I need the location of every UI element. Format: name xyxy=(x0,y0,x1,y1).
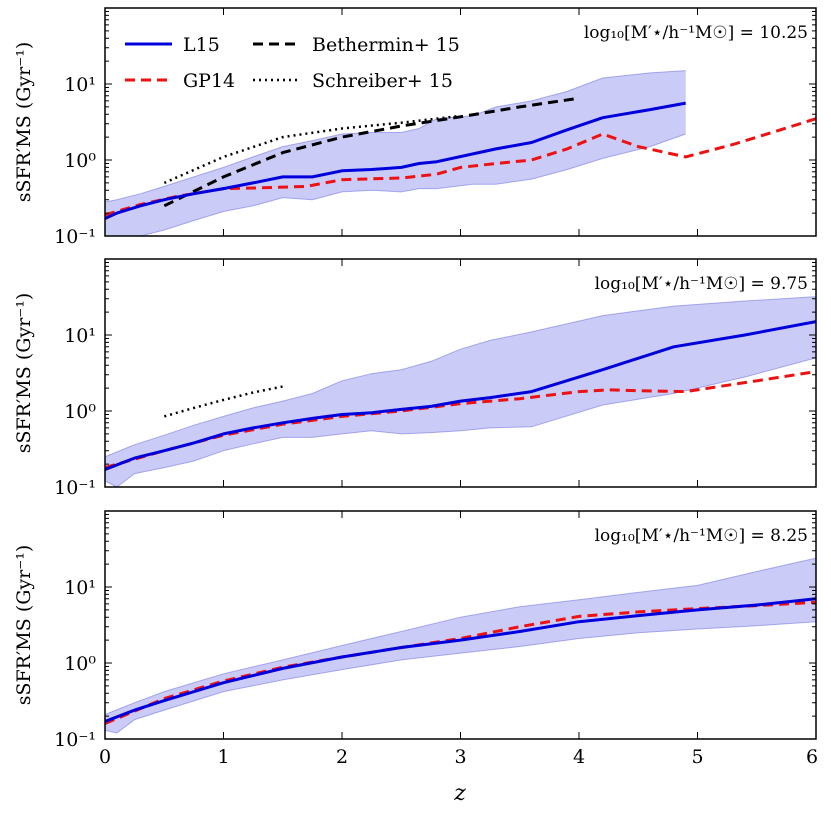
panel-middle-ylabel: sSFR′MS (Gyr⁻¹) xyxy=(13,293,35,454)
panel-top-band xyxy=(105,70,686,236)
panel-top-bethermin-line xyxy=(163,96,580,208)
legend-bethermin-label: Bethermin+ 15 xyxy=(312,34,460,56)
panel-middle-band-upper-edge xyxy=(105,296,816,458)
panel-middle-ytick-1: 10⁰ xyxy=(64,401,96,423)
panel-bottom-l15-line xyxy=(105,597,816,723)
panel-bottom-annotation: log₁₀[M′⋆/h⁻¹M☉] = 8.25 xyxy=(595,526,808,546)
panel-middle-plot xyxy=(105,296,816,487)
xtick-3: 3 xyxy=(454,746,466,768)
panel-top-frame xyxy=(104,7,817,237)
panel-top-l15-line xyxy=(105,101,686,220)
panel-middle-band-lower-edge xyxy=(105,357,816,487)
panel-middle-ytick-0: 10⁻¹ xyxy=(54,477,96,499)
panel-bottom-ytick-0: 10⁻¹ xyxy=(54,729,96,751)
legend-gp14-label: GP14 xyxy=(183,70,235,92)
xtick-1: 1 xyxy=(217,746,229,768)
xtick-4: 4 xyxy=(573,746,585,768)
legend-schreiber-label: Schreiber+ 15 xyxy=(312,70,453,92)
xtick-0: 0 xyxy=(99,746,111,768)
panel-middle-ytick-2: 10¹ xyxy=(64,325,96,347)
panel-top-ylabel: sSFR′MS (Gyr⁻¹) xyxy=(13,42,35,203)
panel-bottom-band-lower-edge xyxy=(105,621,816,734)
panel-top-plot xyxy=(105,70,816,236)
panel-bottom-frame xyxy=(104,510,817,740)
legend: L15 GP14 Bethermin+ 15 Schreiber+ 15 xyxy=(125,34,460,92)
panel-top: 10⁻¹ 10⁰ 10¹ sSFR′MS (Gyr⁻¹) log₁₀[M′⋆/h… xyxy=(13,7,817,248)
panel-middle-annotation: log₁₀[M′⋆/h⁻¹M☉] = 9.75 xyxy=(595,274,808,294)
panel-top-band-upper-edge xyxy=(105,70,686,203)
legend-l15-label: L15 xyxy=(183,34,220,56)
xtick-5: 5 xyxy=(691,746,703,768)
panel-top-band-lower-edge xyxy=(137,133,686,236)
panel-middle: 10⁻¹ 10⁰ 10¹ sSFR′MS (Gyr⁻¹) log₁₀[M′⋆/h… xyxy=(13,258,817,499)
x-axis-label: z xyxy=(453,781,466,806)
panel-bottom: 10⁻¹ 10⁰ 10¹ sSFR′MS (Gyr⁻¹) log₁₀[M′⋆/h… xyxy=(13,510,818,806)
panel-bottom-ylabel: sSFR′MS (Gyr⁻¹) xyxy=(13,545,35,706)
panel-bottom-plot xyxy=(105,557,816,734)
panel-bottom-band-upper-edge xyxy=(105,557,816,715)
panel-middle-frame xyxy=(104,258,817,488)
panel-top-schreiber-line xyxy=(163,114,461,185)
panel-top-ytick-2: 10¹ xyxy=(64,74,96,96)
panel-bottom-ytick-1: 10⁰ xyxy=(64,653,96,675)
panel-bottom-band xyxy=(105,558,816,733)
panel-middle-band xyxy=(105,296,816,487)
panel-middle-schreiber-line xyxy=(163,385,284,418)
panel-top-ytick-1: 10⁰ xyxy=(64,150,96,172)
panel-middle-l15-line xyxy=(105,320,816,471)
panel-top-annotation: log₁₀[M′⋆/h⁻¹M☉] = 10.25 xyxy=(584,23,808,43)
xtick-6: 6 xyxy=(806,746,818,768)
panel-top-ytick-0: 10⁻¹ xyxy=(54,226,96,248)
panel-bottom-ytick-2: 10¹ xyxy=(64,577,96,599)
xtick-2: 2 xyxy=(336,746,348,768)
